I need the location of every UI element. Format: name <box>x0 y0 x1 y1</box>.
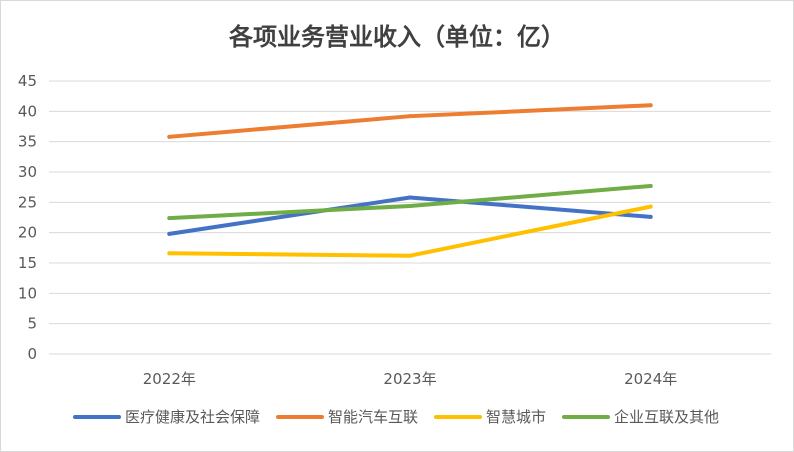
y-tick-label: 10 <box>18 284 37 302</box>
legend-item: 医疗健康及社会保障 <box>73 408 260 426</box>
legend-label: 智能汽车互联 <box>328 408 418 426</box>
data-point <box>408 203 412 208</box>
y-tick-label: 30 <box>18 163 37 181</box>
x-axis-tick-labels: 2022年 2023年 2024年 <box>143 370 678 388</box>
x-tick-label: 2022年 <box>143 370 196 388</box>
data-point <box>648 204 653 209</box>
legend: 医疗健康及社会保障 智能汽车互联 智慧城市 企业互联及其他 <box>73 408 719 426</box>
legend-label: 智慧城市 <box>486 408 546 426</box>
y-tick-label: 5 <box>27 315 37 333</box>
series-line-1 <box>167 103 653 139</box>
y-tick-label: 20 <box>18 224 37 242</box>
y-tick-label: 15 <box>18 254 37 272</box>
data-point <box>167 231 172 236</box>
series-lines <box>167 103 653 258</box>
legend-label: 医疗健康及社会保障 <box>125 408 260 426</box>
gridlines <box>49 80 771 355</box>
y-tick-label: 25 <box>18 193 37 211</box>
x-tick-label: 2023年 <box>383 370 436 388</box>
data-point <box>167 134 172 139</box>
y-tick-label: 45 <box>18 72 37 90</box>
legend-item: 企业互联及其他 <box>562 408 719 426</box>
x-tick-label: 2024年 <box>624 370 677 388</box>
chart-title: 各项业务营业收入（单位：亿） <box>228 23 565 51</box>
data-point <box>648 214 653 219</box>
y-axis-tick-labels: 0 5 10 15 20 25 30 35 40 45 <box>18 72 37 363</box>
data-point <box>408 253 412 258</box>
data-point <box>408 114 412 119</box>
y-tick-label: 40 <box>18 102 37 120</box>
data-point <box>648 183 653 188</box>
legend-label: 企业互联及其他 <box>614 408 719 426</box>
y-tick-label: 35 <box>18 133 37 151</box>
data-point <box>167 251 172 256</box>
data-point <box>167 216 172 221</box>
legend-item: 智能汽车互联 <box>276 408 418 426</box>
legend-item: 智慧城市 <box>434 408 546 426</box>
data-point <box>408 195 412 200</box>
y-tick-label: 0 <box>27 345 37 363</box>
data-point <box>648 103 653 108</box>
